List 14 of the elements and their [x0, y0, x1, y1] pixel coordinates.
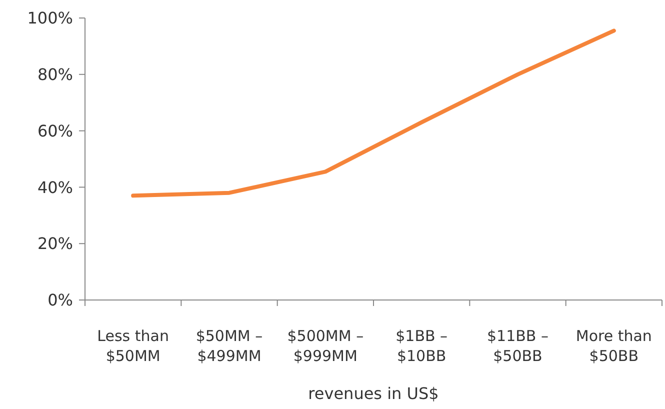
x-tick-label: More than $50BB — [576, 327, 652, 365]
y-tick-label: 40% — [37, 178, 73, 197]
x-tick-label: Less than $50MM — [97, 327, 169, 365]
x-axis-title: revenues in US$ — [308, 384, 439, 403]
y-tick-label: 100% — [27, 8, 73, 28]
y-tick-label: 80% — [37, 65, 73, 84]
x-tick-label: $50MM – $499MM — [196, 327, 263, 365]
line-series — [131, 28, 616, 198]
y-tick-label: 0% — [48, 290, 73, 310]
x-tick-label: $500MM – $999MM — [287, 327, 364, 365]
y-tick-label: 20% — [37, 234, 73, 254]
x-tick-label: $11BB – $50BB — [487, 327, 548, 365]
x-tick-label: $1BB – $10BB — [396, 327, 448, 365]
y-tick-label: 60% — [37, 121, 73, 140]
